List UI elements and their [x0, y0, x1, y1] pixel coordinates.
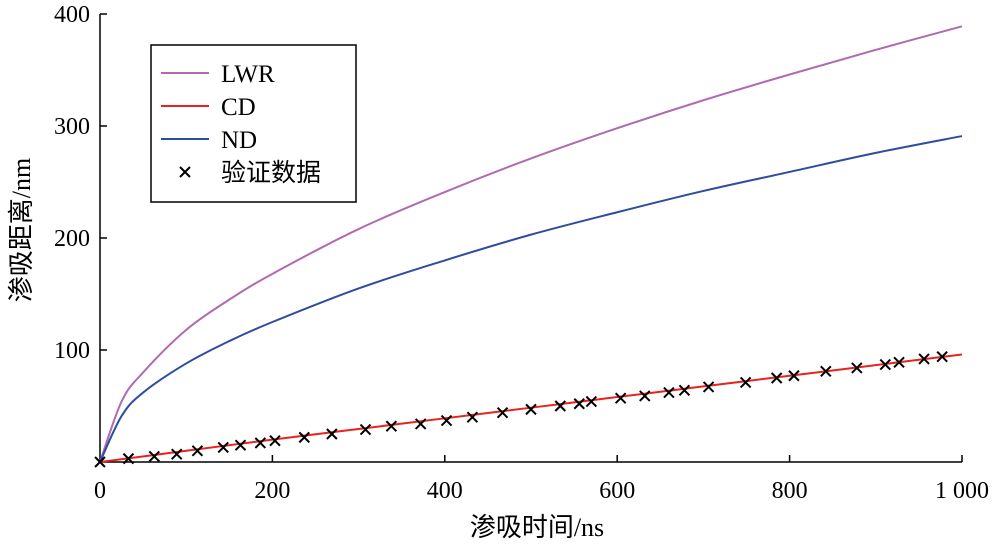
data-point-marker	[893, 356, 905, 369]
x-tick-label: 800	[772, 478, 808, 504]
data-point-marker	[122, 452, 135, 465]
series-scatter-validation-data	[94, 351, 948, 468]
tick-labels: 0 200 400 600 800 1 000 100 200 300 400	[54, 2, 989, 504]
data-point-marker	[820, 365, 832, 377]
data-point-marker	[359, 423, 372, 436]
x-tick-label: 600	[599, 478, 635, 504]
data-point-marker	[573, 398, 585, 410]
data-point-marker	[269, 435, 281, 447]
data-point-marker	[788, 370, 800, 382]
data-point-marker	[385, 420, 398, 432]
data-point-marker	[936, 351, 948, 363]
data-point-marker	[466, 411, 479, 423]
data-point-marker	[298, 431, 311, 444]
legend-box	[150, 44, 357, 203]
y-tick-label: 400	[54, 2, 90, 28]
data-point-marker	[554, 400, 567, 412]
data-point-marker	[171, 448, 183, 460]
data-point-marker	[94, 456, 106, 468]
data-point-marker	[851, 362, 863, 374]
y-tick-label: 300	[54, 114, 90, 140]
legend: LWR CD ND 验证数据	[150, 44, 357, 203]
data-point-marker	[254, 437, 267, 449]
data-point-marker	[496, 407, 509, 419]
x-axis-title: 渗吸时间/ns	[470, 513, 604, 542]
data-point-marker	[585, 395, 598, 408]
x-tick-label: 400	[427, 478, 463, 504]
data-point-marker	[440, 414, 453, 427]
data-point-marker	[217, 441, 229, 454]
data-point-marker	[191, 445, 204, 457]
data-point-marker	[525, 403, 537, 416]
legend-item-validation-data: 验证数据	[179, 159, 321, 187]
data-point-marker	[639, 390, 651, 402]
series-line-cd	[99, 353, 963, 463]
x-tick-label: 1 000	[935, 478, 989, 504]
data-point-marker	[879, 358, 891, 371]
data-point-marker	[739, 376, 752, 389]
y-axis-title: 渗吸距离/nm	[7, 158, 36, 302]
data-point-marker	[614, 392, 627, 404]
data-point-marker	[326, 428, 338, 440]
axes	[99, 13, 963, 463]
data-point-marker	[770, 372, 783, 384]
series-line-lwr	[99, 25, 963, 463]
data-point-marker	[702, 381, 715, 393]
y-tick-label: 200	[54, 226, 90, 252]
plot-series	[94, 25, 963, 468]
data-point-marker	[148, 450, 161, 463]
data-point-marker	[234, 439, 247, 451]
legend-label: 验证数据	[221, 159, 321, 187]
legend-label: CD	[221, 94, 256, 121]
legend-item-nd: ND	[161, 127, 257, 154]
legend-swatch-marker	[179, 166, 191, 178]
data-point-marker	[663, 386, 675, 399]
data-point-marker	[918, 353, 930, 365]
x-tick-label: 0	[94, 478, 106, 504]
data-point-marker	[678, 384, 691, 397]
data-point-marker	[414, 418, 427, 430]
legend-item-cd: CD	[161, 94, 256, 121]
series-line-nd	[99, 135, 963, 463]
y-tick-label: 100	[54, 338, 90, 364]
legend-label: ND	[221, 127, 257, 154]
legend-label: LWR	[221, 61, 275, 88]
x-tick-label: 200	[254, 478, 290, 504]
legend-item-lwr: LWR	[161, 61, 275, 88]
